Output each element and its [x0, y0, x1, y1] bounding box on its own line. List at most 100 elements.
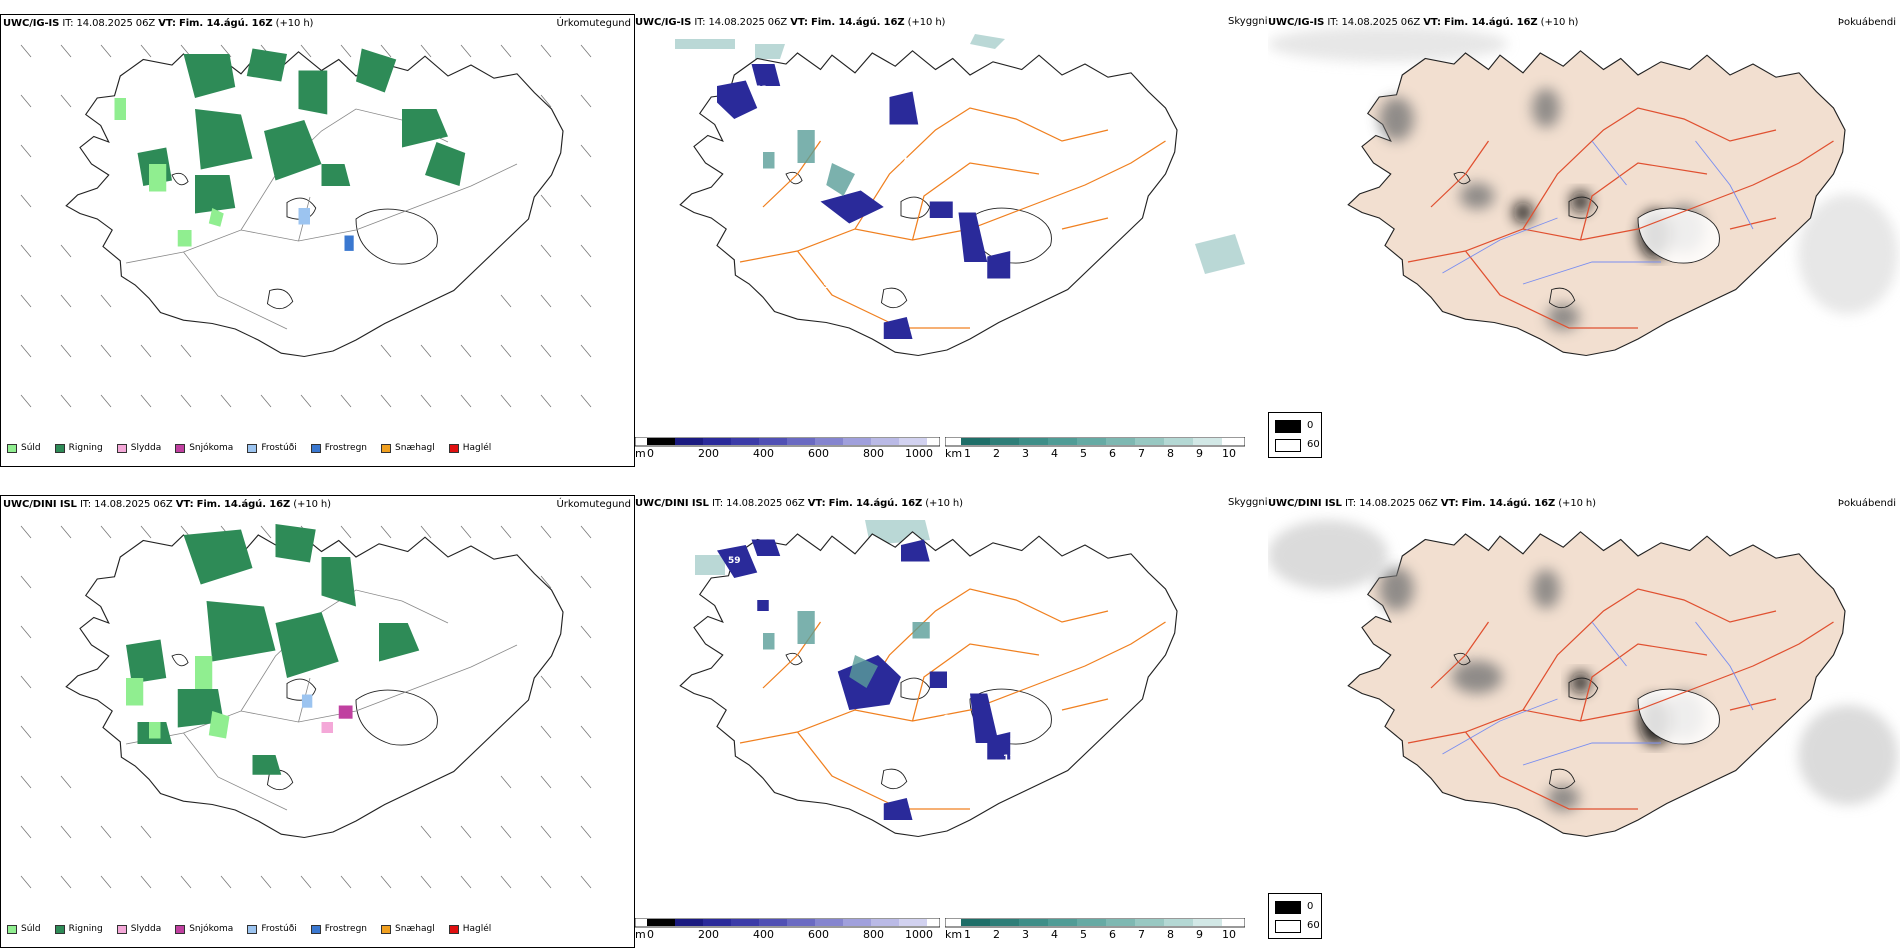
visibility-unit: km — [945, 447, 963, 460]
vt-value: Fim. 14.ágú. 16Z — [179, 18, 273, 29]
fog-panel-row2: UWC/DINI ISL IT: 14.08.2025 06Z VT: Fim.… — [1268, 495, 1900, 948]
legend-item-snow: Snjókoma — [175, 443, 233, 453]
cloud-value-label: 52 — [1063, 808, 1076, 818]
cloud-value-label: 57 — [823, 281, 836, 291]
cloud-value-label: 10 — [1010, 305, 1023, 315]
it-label: IT: — [1344, 498, 1356, 509]
legend-item-sleet: Slydda — [116, 443, 161, 453]
ceiling-ticks: m 0 200 400 600 800 1000 — [635, 928, 945, 942]
cloud-value-label: 60 — [853, 251, 866, 261]
visibility-tick: 6 — [1109, 447, 1116, 460]
cloud-value-label: 59 — [728, 556, 741, 566]
legend-item-snow-pellets: Snæhagl — [381, 924, 435, 934]
precip-legend: Súld Rigning Slydda Snjókoma Frostúði Fr… — [7, 443, 491, 453]
visibility-tick: 2 — [993, 928, 1000, 941]
model-name: UWC/DINI ISL — [3, 499, 77, 510]
cloud-value-label: 52 — [755, 85, 768, 95]
cloud-value-label: 47 — [1015, 267, 1028, 277]
vt-label: VT: — [1440, 498, 1459, 509]
ceiling-tick: 0 — [647, 928, 654, 941]
cloud-value-label: 63 — [732, 127, 745, 137]
precip-panel-row1: UWC/IG-IS IT: 14.08.2025 06Z VT: Fim. 14… — [0, 14, 635, 467]
it-label: IT: — [711, 498, 723, 509]
visibility-tick: 9 — [1196, 447, 1203, 460]
legend-item-hail: Haglél — [448, 443, 491, 453]
cloud-value-label: 40 — [1060, 335, 1073, 345]
fog-panel-row1: UWC/IG-IS IT: 14.08.2025 06Z VT: Fim. 14… — [1268, 14, 1900, 467]
it-label: IT: — [62, 18, 74, 29]
ceiling-ticks: m 0 200 400 600 800 1000 — [635, 447, 945, 461]
cloud-value-label: 61 — [845, 272, 858, 282]
visibility-tick: 9 — [1196, 928, 1203, 941]
cloud-value-label: 396 — [880, 584, 899, 594]
cloud-value-label: 38 — [930, 383, 943, 393]
visibility-tick: 4 — [1051, 447, 1058, 460]
visibility-tick: 5 — [1080, 928, 1087, 941]
legend-item-rain: Rigning — [54, 443, 103, 453]
visibility-tick: 6 — [1109, 928, 1116, 941]
visibility-tick: 10 — [1222, 928, 1236, 941]
legend-item-snow: Snjókoma — [175, 924, 233, 934]
precip-map-row2 — [20, 524, 592, 889]
vt-value: Fim. 14.ágú. 16Z — [828, 498, 923, 509]
cloud-value-label: 30 — [932, 864, 945, 874]
model-name: UWC/IG-IS — [3, 18, 60, 29]
it-label: IT: — [1327, 17, 1339, 28]
visibility-tick: 8 — [1167, 928, 1174, 941]
visibility-tick: 7 — [1138, 928, 1145, 941]
model-name: UWC/DINI ISL — [635, 498, 709, 509]
visibility-panel-row1: 52 63 57 60 56 61 57 47 10 40 45 38 UWC/… — [635, 14, 1270, 467]
precip-title: Úrkomutegund — [556, 499, 631, 510]
visibility-tick: 3 — [1022, 447, 1029, 460]
legend-item-snow-pellets: Snæhagl — [381, 443, 435, 453]
legend-item-freezing-rain: Frostregn — [310, 924, 367, 934]
model-name: UWC/IG-IS — [1268, 17, 1325, 28]
it-label: IT: — [79, 499, 91, 510]
visibility-tick: 1 — [964, 928, 971, 941]
fog-legend-light-swatch — [1275, 920, 1301, 933]
visibility-tick: 8 — [1167, 447, 1174, 460]
it-label: IT: — [694, 17, 706, 28]
precip-map-row1 — [20, 44, 592, 408]
ceiling-colorbar — [635, 437, 940, 447]
visibility-tick: 7 — [1138, 447, 1145, 460]
panel-header: UWC/DINI ISL IT: 14.08.2025 06Z VT: Fim.… — [635, 498, 963, 509]
cloud-value-label: 57 — [895, 157, 908, 167]
vt-value: Fim. 14.ágú. 16Z — [1444, 17, 1538, 28]
ceiling-tick: 1000 — [905, 928, 933, 941]
precip-legend: Súld Rigning Slydda Snjókoma Frostúði Fr… — [7, 924, 491, 934]
cloud-base-patches — [717, 64, 1011, 339]
ceiling-tick: 400 — [753, 447, 774, 460]
panel-header: UWC/IG-IS IT: 14.08.2025 06Z VT: Fim. 14… — [3, 18, 313, 29]
fog-title: Þokuábendi — [1837, 498, 1896, 509]
legend-item-drizzle: Súld — [7, 924, 41, 934]
visibility-unit: km — [945, 928, 963, 941]
vt-label: VT: — [175, 499, 194, 510]
visibility-colorbar — [945, 437, 1245, 447]
it-value: 14.08.2025 06Z — [94, 499, 173, 510]
lead-time: (+10 h) — [907, 17, 946, 28]
ceiling-tick: 800 — [863, 447, 884, 460]
ceiling-tick: 200 — [698, 447, 719, 460]
ceiling-tick: 600 — [808, 447, 829, 460]
ceiling-colorbar — [635, 918, 940, 928]
visibility-ticks: km 1 2 3 4 5 6 7 8 9 10 — [945, 447, 1245, 461]
cloud-value-label: 46 — [1010, 734, 1023, 744]
ceiling-tick: 200 — [698, 928, 719, 941]
visibility-map-row2: 59 61 396 30 37 34 67 46 117 42 52 45 30 — [679, 520, 1178, 876]
cloud-base-labels: 52 63 57 60 56 61 57 47 10 40 45 38 — [732, 85, 1073, 395]
panel-header: UWC/DINI ISL IT: 14.08.2025 06Z VT: Fim.… — [1268, 498, 1596, 509]
ceiling-unit: m — [635, 928, 646, 941]
visibility-ticks: km 1 2 3 4 5 6 7 8 9 10 — [945, 928, 1245, 942]
it-value: 14.08.2025 06Z — [76, 18, 156, 29]
visibility-panel-row2: 59 61 396 30 37 34 67 46 117 42 52 45 30… — [635, 495, 1270, 948]
vt-label: VT: — [1423, 17, 1441, 28]
panel-header: UWC/IG-IS IT: 14.08.2025 06Z VT: Fim. 14… — [1268, 17, 1578, 28]
fog-legend-light-label: 60 — [1307, 439, 1320, 450]
fog-title: Þokuábendi — [1837, 17, 1896, 28]
legend-item-hail: Haglél — [448, 924, 491, 934]
cloud-value-label: 30 — [867, 720, 880, 730]
rain-patches — [137, 48, 466, 214]
visibility-colorbar — [945, 918, 1245, 928]
panel-header: UWC/DINI ISL IT: 14.08.2025 06Z VT: Fim.… — [3, 499, 331, 510]
